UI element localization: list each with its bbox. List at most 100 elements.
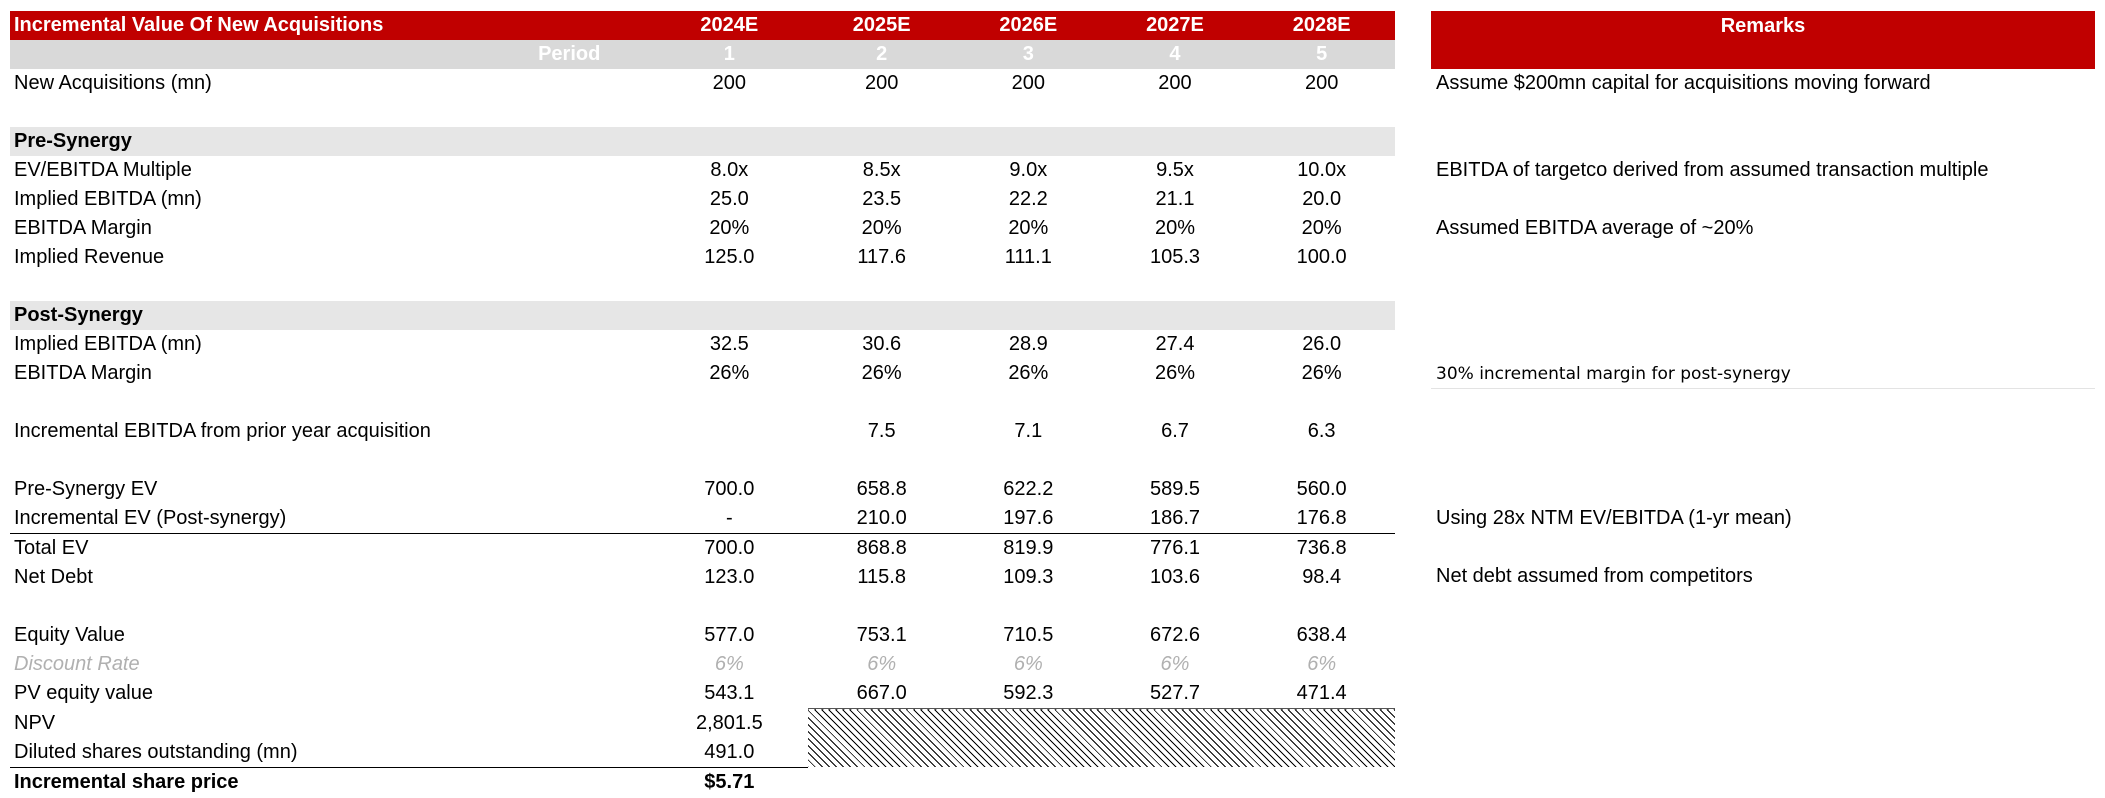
cell: 7.5 <box>867 420 896 442</box>
cell: 6% <box>867 653 897 675</box>
cell: 2,801.5 <box>695 711 763 734</box>
cell: 98.4 <box>1302 566 1342 588</box>
spacer-row <box>10 272 1395 301</box>
cell: 560.0 <box>1296 478 1347 500</box>
hatched-area <box>808 708 1395 767</box>
table-row: Implied EBITDA (mn) 25.0 23.5 22.2 21.1 … <box>10 185 1395 214</box>
cell: 9.5x <box>1156 159 1194 181</box>
cell: 109.3 <box>1003 566 1054 588</box>
cell: 577.0 <box>704 624 755 646</box>
cell: 105.3 <box>1149 246 1201 268</box>
cell: 700.0 <box>704 478 755 500</box>
table-row: EBITDA Margin 26% 26% 26% 26% 26% <box>10 359 1395 388</box>
remark-text: Assumed EBITDA average of ~20% <box>1436 217 1754 239</box>
section-title: Post-Synergy <box>10 301 651 330</box>
cell: 20% <box>1154 217 1195 239</box>
cell: 10.0x <box>1297 159 1347 181</box>
row-label: Diluted shares outstanding (mn) <box>14 740 298 763</box>
year-header: 2026E <box>955 11 1102 40</box>
row-label: EV/EBITDA Multiple <box>14 159 192 181</box>
cell: 176.8 <box>1296 507 1347 529</box>
period-number: 2 <box>808 40 955 69</box>
year-header: 2027E <box>1101 11 1249 40</box>
row-label: Net Debt <box>14 566 93 588</box>
table-row: Incremental EV (Post-synergy) - 210.0 19… <box>10 504 1395 534</box>
row-label: EBITDA Margin <box>14 217 152 239</box>
period-number: 1 <box>650 40 809 69</box>
cell: 6% <box>1013 653 1043 675</box>
row-label: Incremental share price <box>10 766 651 797</box>
table-row: Diluted shares outstanding (mn) 491.0 <box>10 738 1395 768</box>
section-title: Pre-Synergy <box>10 127 651 156</box>
table-row: Total EV 700.0 868.8 819.9 776.1 736.8 <box>10 533 1395 563</box>
remark-text: 30% incremental margin for post-synergy <box>1436 364 1791 384</box>
cell: 200 <box>1011 72 1046 94</box>
cell: 28.9 <box>1008 333 1048 355</box>
cell: 111.1 <box>1004 246 1052 268</box>
cell: 20% <box>1008 217 1049 239</box>
acquisition-value-table: Incremental Value Of New Acquisitions 20… <box>10 11 1395 797</box>
cell: 22.2 <box>1008 188 1048 210</box>
row-label: Implied EBITDA (mn) <box>14 333 202 355</box>
cell: 200 <box>864 72 899 94</box>
cell: 753.1 <box>856 624 907 646</box>
cell: 197.6 <box>1003 507 1054 529</box>
cell: 6% <box>1307 653 1337 675</box>
row-label: Total EV <box>10 533 651 563</box>
cell: 26% <box>709 362 750 384</box>
table-row: NPV 2,801.5 <box>10 708 1395 767</box>
row-label: EBITDA Margin <box>14 362 152 384</box>
year-header: 2024E <box>650 11 809 40</box>
row-label: Pre-Synergy EV <box>14 478 158 500</box>
cell: 543.1 <box>704 682 755 705</box>
table-title: Incremental Value Of New Acquisitions <box>10 11 651 40</box>
cell: 868.8 <box>808 533 955 563</box>
table-row: Pre-Synergy EV 700.0 658.8 622.2 589.5 5… <box>10 475 1395 504</box>
cell: 186.7 <box>1149 507 1201 529</box>
cell: 700.0 <box>650 533 809 563</box>
table-row: Net Debt 123.0 115.8 109.3 103.6 98.4 <box>10 563 1395 592</box>
cell: 710.5 <box>1003 624 1054 646</box>
period-number: 5 <box>1248 40 1395 69</box>
header-row: Incremental Value Of New Acquisitions 20… <box>10 11 1395 40</box>
spacer-row <box>10 388 1395 417</box>
row-label: Implied Revenue <box>14 246 165 268</box>
cell: 658.8 <box>856 478 907 500</box>
cell: 592.3 <box>1003 682 1054 704</box>
divider <box>1431 388 2095 389</box>
cell: 667.0 <box>856 682 907 704</box>
period-number: 3 <box>955 40 1102 69</box>
period-number: 4 <box>1101 40 1249 69</box>
spacer-row <box>10 446 1395 475</box>
cell: 123.0 <box>704 566 755 588</box>
cell: 819.9 <box>955 533 1102 563</box>
remark-text: Net debt assumed from competitors <box>1436 565 1753 587</box>
cell: 23.5 <box>862 188 902 210</box>
remark-text: EBITDA of targetco derived from assumed … <box>1436 159 1989 181</box>
period-label: Period <box>10 40 651 69</box>
year-header: 2028E <box>1248 11 1395 40</box>
cell: 9.0x <box>1009 159 1048 181</box>
cell: 115.8 <box>857 566 906 588</box>
cell: 21.1 <box>1155 188 1195 210</box>
cell: 125.0 <box>704 246 755 268</box>
cell: 26% <box>1301 362 1342 384</box>
cell: 117.6 <box>857 246 906 268</box>
cell: 672.6 <box>1149 624 1201 646</box>
spacer-row <box>10 592 1395 621</box>
cell: 7.1 <box>1014 420 1043 442</box>
cell: 471.4 <box>1296 682 1347 704</box>
cell: 20.0 <box>1302 188 1342 210</box>
cell: 26% <box>1008 362 1049 384</box>
cell: 491.0 <box>704 740 755 763</box>
cell: 25.0 <box>709 188 749 210</box>
cell: 776.1 <box>1101 533 1249 563</box>
table-row: New Acquisitions (mn) 200 200 200 200 20… <box>10 69 1395 98</box>
cell: 100.0 <box>1296 246 1347 268</box>
year-header: 2025E <box>808 11 955 40</box>
table-row: Equity Value 577.0 753.1 710.5 672.6 638… <box>10 621 1395 650</box>
table-row: Incremental EBITDA from prior year acqui… <box>10 417 1395 446</box>
cell: 200 <box>1158 72 1192 94</box>
cell: 527.7 <box>1149 682 1201 704</box>
row-label: PV equity value <box>14 682 153 705</box>
